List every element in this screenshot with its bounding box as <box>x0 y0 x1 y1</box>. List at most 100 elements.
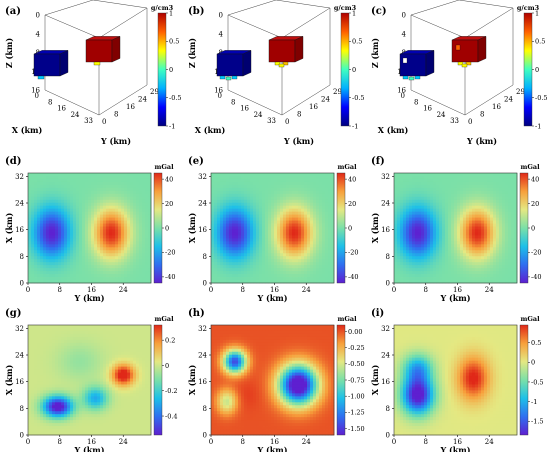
heatmap-cell <box>301 268 305 272</box>
heatmap-cell <box>73 325 77 329</box>
heatmap-cell <box>49 325 53 329</box>
heatmap-cell <box>58 202 62 207</box>
heatmap-cell <box>274 259 278 263</box>
heatmap-cell <box>37 223 41 227</box>
heatmap-cell <box>415 202 419 207</box>
heatmap-cell <box>67 256 71 260</box>
heatmap-cell <box>79 262 83 266</box>
heatmap-cell <box>121 223 125 227</box>
heatmap-cell <box>40 265 44 269</box>
heatmap-cell <box>142 262 146 266</box>
heatmap-cell <box>229 217 233 221</box>
heatmap-cell <box>76 336 80 341</box>
heatmap-cell <box>46 175 50 180</box>
heatmap-cell <box>478 244 482 248</box>
heatmap-cell <box>49 253 53 257</box>
plot-frame <box>393 172 518 284</box>
heatmap-cell <box>82 268 86 272</box>
heatmap-cell <box>298 259 302 263</box>
heatmap-cell <box>286 211 290 216</box>
heatmap-cell <box>265 262 269 266</box>
heatmap-cell <box>505 280 509 284</box>
heatmap-cell <box>97 202 101 207</box>
heatmap-cell <box>298 274 302 278</box>
heatmap-cell <box>118 277 122 281</box>
heatmap-cell <box>31 196 35 201</box>
heatmap-cell <box>418 259 422 263</box>
heatmap-cell <box>283 184 287 189</box>
y-tick-label: 32 <box>15 173 24 181</box>
heatmap-cell <box>46 223 50 227</box>
heatmap-cell <box>505 208 509 213</box>
heatmap-cell <box>313 184 317 189</box>
heatmap-cell <box>451 265 455 269</box>
heatmap-cell <box>295 178 299 183</box>
heatmap-cell <box>499 265 503 269</box>
heatmap-cell <box>412 175 416 180</box>
heatmap-cell <box>403 187 407 192</box>
heatmap-cell <box>484 253 488 257</box>
heatmap-cell <box>58 220 62 224</box>
heatmap-cell <box>244 196 248 201</box>
heatmap-cell <box>460 280 464 284</box>
heatmap-cell <box>244 259 248 263</box>
heatmap-cell <box>421 178 425 183</box>
heatmap-cell <box>118 208 122 213</box>
heatmap-cell <box>406 173 410 177</box>
heatmap-cell <box>277 244 281 248</box>
heatmap-cell <box>136 175 140 180</box>
heatmap-cell <box>121 184 125 189</box>
heatmap-cell <box>400 178 404 183</box>
heatmap-cell <box>472 253 476 257</box>
heatmap-cell <box>469 223 473 227</box>
heatmap-cell <box>478 199 482 204</box>
heatmap-cell <box>79 345 83 350</box>
heatmap-cell <box>49 217 53 221</box>
heatmap-cell <box>58 238 62 242</box>
heatmap-cell <box>304 247 308 251</box>
heatmap-cell <box>307 199 311 204</box>
heatmap-cell <box>124 259 128 263</box>
heatmap-cell <box>409 247 413 251</box>
heatmap-cell <box>52 274 56 278</box>
heatmap-cell <box>292 250 296 254</box>
heatmap-cell <box>217 184 221 189</box>
heatmap-cell <box>295 253 299 257</box>
heatmap-cell <box>433 244 437 248</box>
heatmap-cell <box>463 271 467 275</box>
heatmap-cell <box>457 190 461 195</box>
heatmap-cell <box>394 187 398 192</box>
heatmap-cell <box>115 330 119 335</box>
heatmap-cell <box>37 238 41 242</box>
heatmap-cell <box>421 259 425 263</box>
heatmap-cell <box>514 226 518 230</box>
heatmap-cell <box>454 211 458 216</box>
heatmap-cell <box>493 250 497 254</box>
heatmap-cell <box>124 232 128 236</box>
heatmap-cell <box>271 265 275 269</box>
heatmap-cell <box>61 333 65 338</box>
heatmap-cell <box>262 178 266 183</box>
heatmap-cell <box>469 205 473 210</box>
heatmap-cell <box>133 235 137 239</box>
heatmap-cell <box>211 173 215 177</box>
heatmap-cell <box>331 268 335 272</box>
heatmap-cell <box>328 268 332 272</box>
heatmap-cell <box>100 199 104 204</box>
heatmap-cell <box>289 274 293 278</box>
heatmap-cell <box>118 268 122 272</box>
heatmap-cell <box>226 247 230 251</box>
heatmap-cell <box>82 265 86 269</box>
heatmap-cell <box>490 235 494 239</box>
heatmap-cell <box>49 232 53 236</box>
heatmap-cell <box>34 244 38 248</box>
heatmap-cell <box>418 274 422 278</box>
heatmap-cell <box>313 265 317 269</box>
heatmap-cell <box>418 175 422 180</box>
heatmap-cell <box>292 214 296 218</box>
heatmap-cell <box>244 253 248 257</box>
heatmap-cell <box>61 247 65 251</box>
heatmap-cell <box>256 173 260 177</box>
heatmap-cell <box>58 262 62 266</box>
heatmap-cell <box>211 259 215 263</box>
